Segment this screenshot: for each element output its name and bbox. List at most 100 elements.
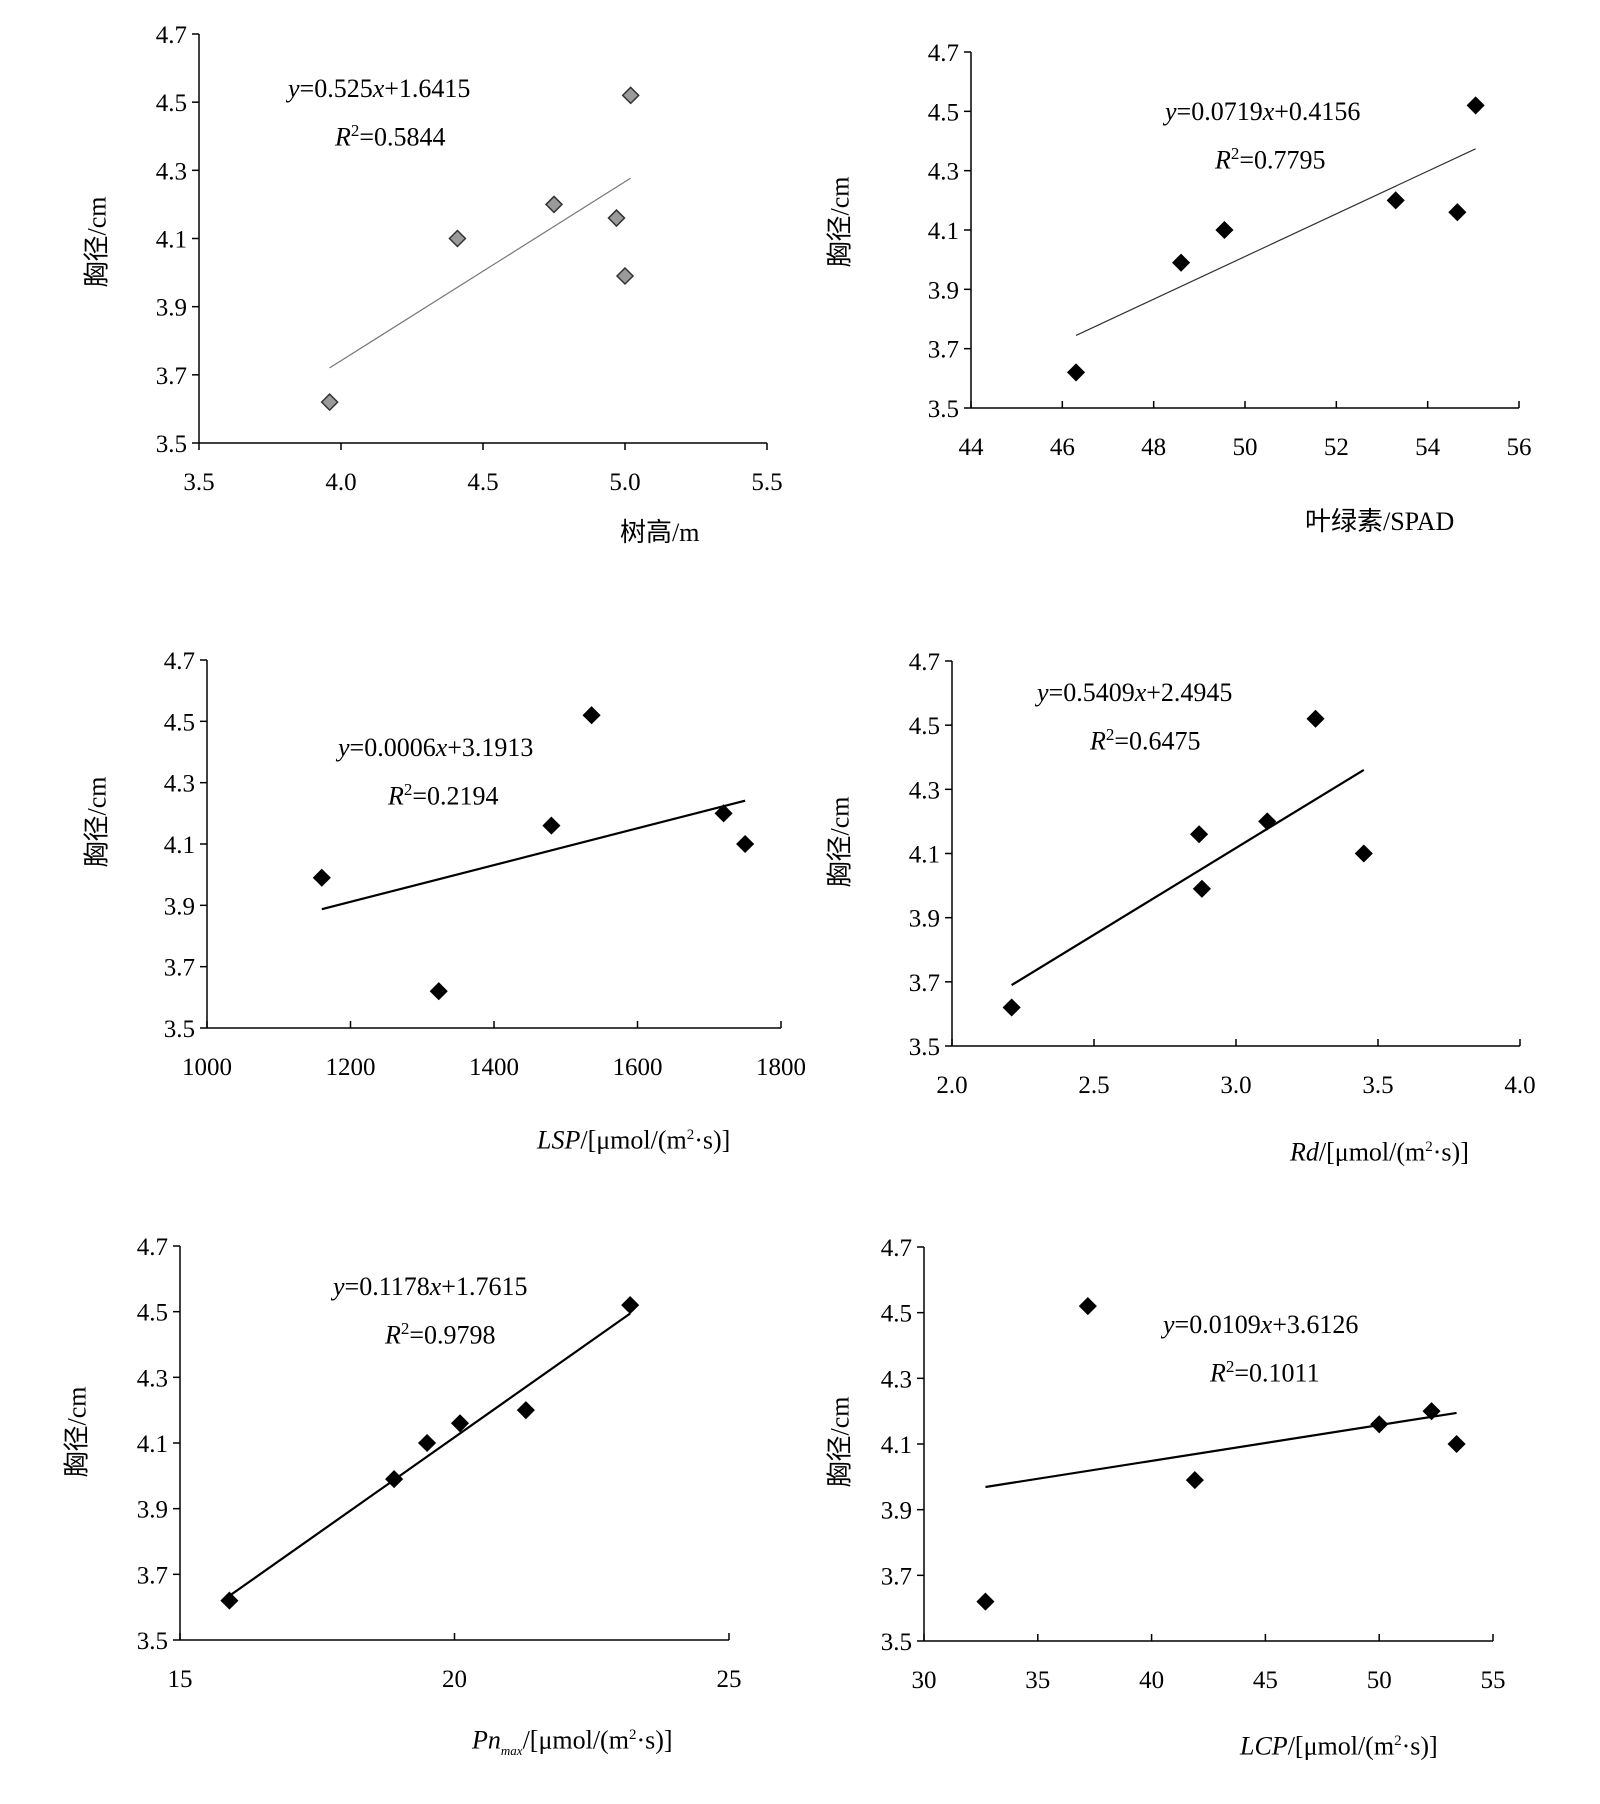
chart-panel-1: 3.5 3.7 3.9 4.1 4.3 4.5 4.7 3.5 4.0 4.5 5.0 5.5 y=0… bbox=[0, 0, 800, 560]
y-tick-label: 4.1 bbox=[164, 832, 195, 859]
y-tick-label: 4.1 bbox=[156, 227, 187, 254]
data-point bbox=[320, 393, 339, 412]
data-point bbox=[1172, 253, 1191, 272]
y-tick-label: 4.5 bbox=[928, 99, 959, 126]
data-point bbox=[1354, 844, 1373, 863]
y-tick-label: 3.9 bbox=[156, 295, 187, 322]
y-tick-label: 4.3 bbox=[881, 1366, 912, 1393]
x-tick-label: 50 bbox=[1233, 434, 1258, 461]
trendline bbox=[329, 177, 631, 369]
chart-6-equation: y=0.0109x+3.6126 bbox=[1163, 1310, 1359, 1339]
x-tick-label: 50 bbox=[1367, 1667, 1392, 1694]
y-tick-label: 4.3 bbox=[909, 777, 940, 804]
x-tick-label: 54 bbox=[1415, 434, 1441, 461]
data-point bbox=[714, 804, 733, 823]
chart-2-r2: R2=0.7795 bbox=[1215, 144, 1326, 175]
y-tick-label: 3.5 bbox=[928, 396, 959, 423]
chart-3-xlabel: LSP/[μmol/(m2·s)] bbox=[537, 1125, 731, 1155]
x-tick-label: 4.0 bbox=[1504, 1072, 1535, 1099]
chart-5-equation: y=0.1178x+1.7615 bbox=[333, 1272, 528, 1301]
chart-5-plot: 3.5 3.7 3.9 4.1 4.3 4.5 4.7 15 20 25 bbox=[137, 1234, 742, 1693]
data-point bbox=[1078, 1297, 1097, 1316]
data-point bbox=[736, 834, 755, 854]
chart-4-plot: 3.5 3.7 3.9 4.1 4.3 4.5 4.7 2.0 2.5 3.0 3.5 4.0 bbox=[909, 649, 1536, 1099]
y-tick-label: 3.7 bbox=[909, 970, 940, 997]
x-tick-label: 3.5 bbox=[1362, 1072, 1393, 1099]
chart-4-ylabel: 胸径/cm bbox=[825, 796, 855, 888]
chart-2-ylabel-visible: 胸径/cm bbox=[825, 176, 855, 268]
data-point bbox=[1370, 1415, 1389, 1434]
y-tick-label: 3.5 bbox=[137, 1628, 168, 1655]
data-point bbox=[1386, 191, 1405, 210]
x-tick-label: 20 bbox=[442, 1666, 467, 1693]
y-tick-label: 4.7 bbox=[928, 40, 959, 67]
data-point bbox=[976, 1592, 995, 1611]
data-point bbox=[429, 982, 448, 1001]
data-point bbox=[1258, 812, 1277, 831]
y-tick-label: 3.9 bbox=[137, 1497, 168, 1524]
data-point bbox=[417, 1433, 437, 1453]
data-point bbox=[516, 1401, 535, 1420]
chart-4-equation: y=0.5409x+2.4945 bbox=[1037, 678, 1233, 707]
chart-6-ylabel: 胸径/cm bbox=[825, 1396, 855, 1488]
x-tick-label: 1800 bbox=[756, 1054, 806, 1081]
chart-3-r2: R2=0.2194 bbox=[388, 780, 499, 811]
chart-5-xlabel: Pnmax/[μmol/(m2·s)] bbox=[472, 1725, 673, 1758]
y-tick-label: 4.1 bbox=[137, 1431, 168, 1458]
x-tick-label: 1600 bbox=[613, 1054, 663, 1081]
chart-1-equation: y=0.525x+1.6415 bbox=[288, 74, 471, 103]
data-point bbox=[582, 706, 601, 725]
y-tick-label: 4.3 bbox=[164, 771, 195, 798]
chart-1-r2: R2=0.5844 bbox=[335, 121, 446, 152]
x-tick-label: 56 bbox=[1507, 434, 1532, 461]
chart-6-r2: R2=0.1011 bbox=[1210, 1357, 1320, 1388]
x-tick-label: 5.5 bbox=[751, 469, 782, 496]
data-point bbox=[1215, 220, 1234, 240]
y-tick-label: 4.7 bbox=[164, 648, 195, 675]
y-tick-label: 3.5 bbox=[881, 1629, 912, 1656]
data-point bbox=[1422, 1402, 1441, 1421]
data-point bbox=[607, 208, 626, 228]
data-point bbox=[1190, 825, 1209, 844]
data-point bbox=[621, 1296, 640, 1315]
x-tick-label: 4.5 bbox=[467, 469, 498, 496]
chart-2-xlabel: 叶绿素/SPAD bbox=[1305, 507, 1455, 536]
x-tick-label: 2.0 bbox=[936, 1072, 967, 1099]
data-point bbox=[1066, 363, 1086, 382]
data-point bbox=[1306, 709, 1325, 728]
data-point bbox=[312, 868, 331, 887]
x-tick-label: 30 bbox=[912, 1667, 937, 1694]
x-tick-label: 1400 bbox=[469, 1054, 519, 1081]
y-tick-label: 4.5 bbox=[881, 1301, 912, 1328]
chart-panel-3: 3.5 3.7 3.9 4.1 4.3 4.5 4.7 1000 1200 1400 1600 180… bbox=[0, 600, 807, 1180]
x-tick-label: 3.5 bbox=[183, 469, 214, 496]
x-tick-label: 48 bbox=[1141, 434, 1166, 461]
chart-1-plot: 3.5 3.7 3.9 4.1 4.3 4.5 4.7 3.5 4.0 4.5 5.0 5.5 bbox=[156, 22, 783, 496]
y-tick-label: 3.7 bbox=[928, 337, 959, 364]
x-tick-label: 2.5 bbox=[1078, 1072, 1109, 1099]
trendline bbox=[1011, 768, 1365, 987]
data-point bbox=[448, 229, 467, 248]
y-tick-label: 4.5 bbox=[909, 713, 940, 740]
chart-2-equation: y=0.0719x+0.4156 bbox=[1165, 97, 1361, 126]
y-tick-label: 3.9 bbox=[909, 906, 940, 933]
chart-5-ylabel: 胸径/cm bbox=[62, 1386, 92, 1478]
y-tick-label: 4.5 bbox=[164, 709, 195, 736]
x-tick-label: 25 bbox=[717, 1666, 742, 1693]
y-tick-label: 4.5 bbox=[137, 1300, 168, 1327]
y-tick-label: 4.7 bbox=[137, 1234, 168, 1261]
data-point bbox=[621, 86, 640, 105]
chart-3-equation: y=0.0006x+3.1913 bbox=[338, 733, 534, 762]
y-tick-label: 4.1 bbox=[881, 1432, 912, 1459]
y-tick-label: 3.5 bbox=[156, 431, 187, 458]
trendline bbox=[321, 799, 746, 911]
y-tick-label: 3.7 bbox=[137, 1562, 168, 1589]
x-tick-label: 4.0 bbox=[325, 469, 356, 496]
x-tick-label: 3.0 bbox=[1220, 1072, 1251, 1099]
chart-5-r2: R2=0.9798 bbox=[385, 1319, 496, 1350]
data-point bbox=[1448, 203, 1467, 222]
y-tick-label: 3.9 bbox=[164, 893, 195, 920]
chart-panel-5: 3.5 3.7 3.9 4.1 4.3 4.5 4.7 15 20 25 y=0.1178x+1.… bbox=[0, 1190, 800, 1804]
chart-4-r2: R2=0.6475 bbox=[1090, 725, 1201, 756]
y-tick-label: 3.5 bbox=[164, 1016, 195, 1043]
